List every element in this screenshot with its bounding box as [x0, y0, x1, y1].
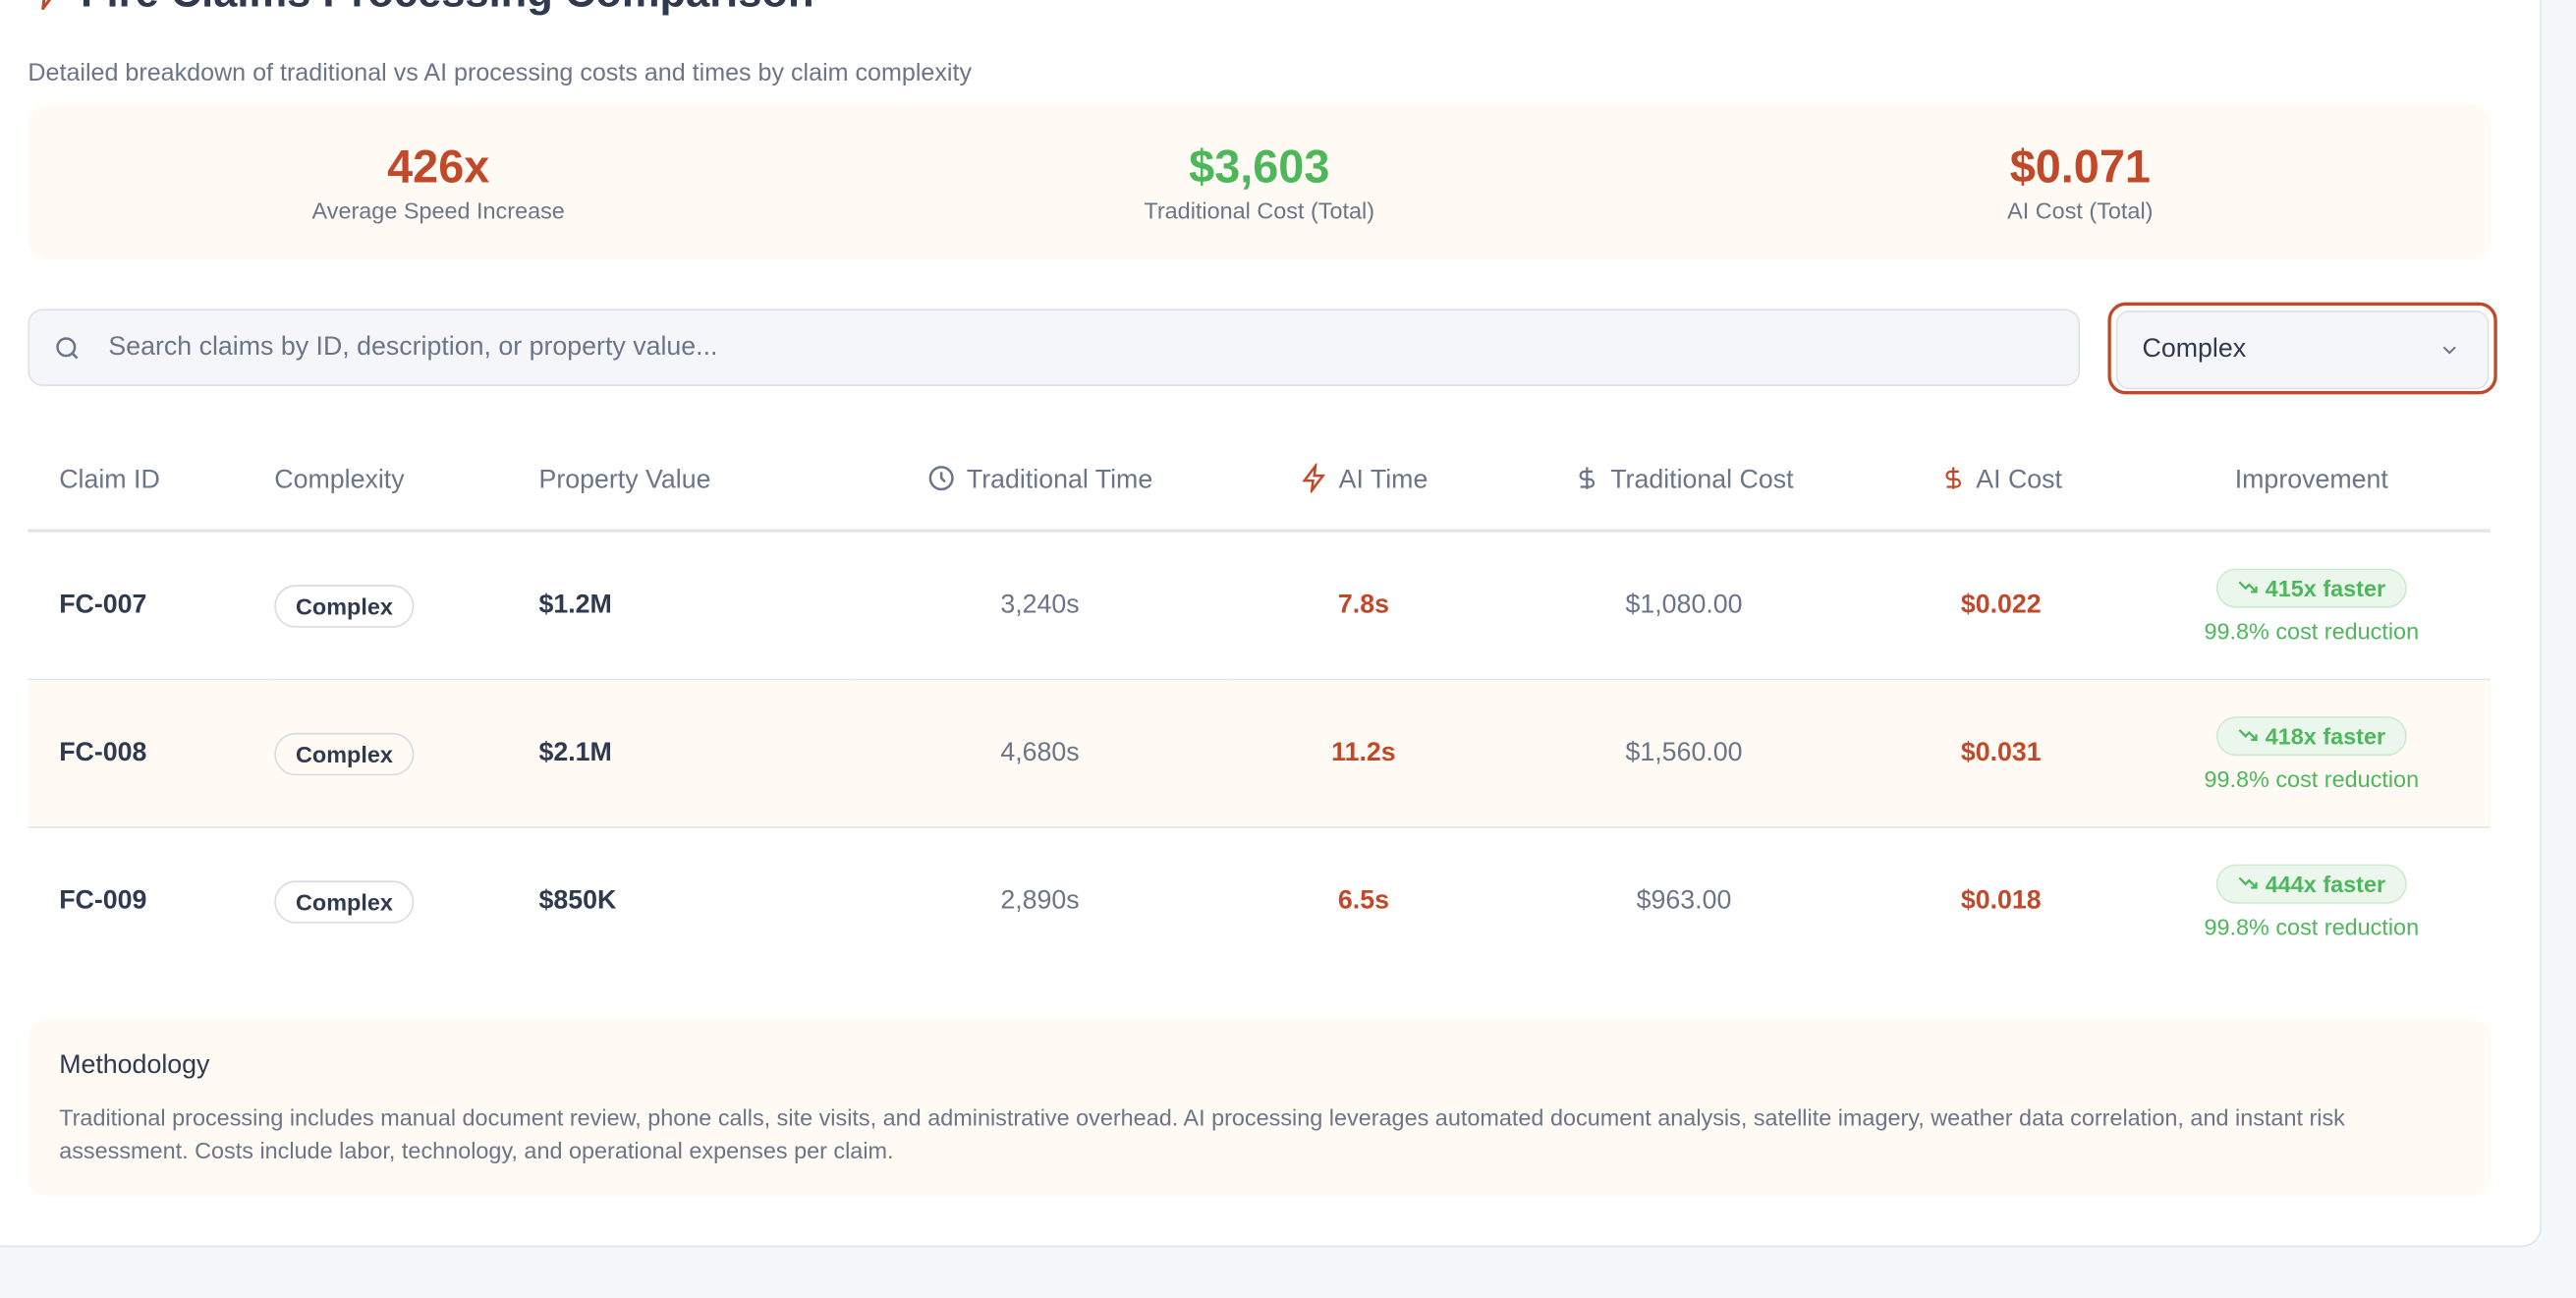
claims-table: Claim ID Complexity Property Value Tradi…	[28, 433, 2492, 975]
summary-stats: 426x Average Speed Increase $3,603 Traditi…	[28, 105, 2492, 260]
property-value: $1.2M	[538, 531, 852, 681]
header-label: Traditional Time	[966, 466, 1153, 494]
traditional-cost: $1,080.00	[1498, 531, 1870, 681]
traditional-time: 2,890s	[1000, 886, 1080, 915]
claim-id: FC-009	[59, 886, 147, 915]
speed-text: 415x faster	[2265, 574, 2386, 601]
header-traditional-cost[interactable]: Traditional Cost	[1498, 433, 1870, 533]
stat-ai-cost: $0.071 AI Cost (Total)	[1670, 105, 2492, 259]
methodology-box: Methodology Traditional processing inclu…	[28, 1018, 2492, 1197]
claim-id: FC-008	[28, 679, 275, 828]
improvement-cell: 444x faster 99.8% cost reduction	[2133, 827, 2492, 975]
improvement-cell: 415x faster 99.8% cost reduction	[2132, 531, 2492, 681]
stat-traditional-cost: $3,603 Traditional Cost (Total)	[849, 105, 1670, 259]
lightning-icon	[1302, 460, 1325, 494]
traditional-time: 4,680s	[851, 679, 1229, 828]
trending-down-icon	[2238, 875, 2258, 888]
lightning-icon	[41, 0, 51, 10]
search-box[interactable]	[28, 309, 2081, 386]
header-claim-id[interactable]: Claim ID	[28, 433, 275, 533]
table-row[interactable]: FC-009 Complex $850K 2,890s 6.5s $963.00…	[28, 827, 2491, 975]
property-value: $2.1M	[538, 679, 852, 828]
complexity-badge: Complex	[274, 584, 415, 627]
table-row[interactable]: FC-008 Complex $2.1M 4,680s 11.2s $1,560…	[28, 679, 2492, 828]
trending-down-icon	[2238, 580, 2258, 593]
complexity-badge: Complex	[274, 879, 415, 923]
header-label: AI Time	[1338, 466, 1428, 494]
stat-label: AI Cost (Total)	[2007, 197, 2154, 224]
table-row[interactable]: FC-007 Complex $1.2M 3,240s 7.8s $1,080.…	[28, 531, 2492, 681]
ai-cost: $0.018	[1960, 886, 2042, 915]
header-improvement[interactable]: Improvement	[2132, 433, 2492, 533]
stat-value: $3,603	[1189, 141, 1330, 193]
dollar-icon	[1945, 466, 1961, 488]
cost-reduction: 99.8% cost reduction	[2204, 616, 2420, 644]
stat-value: 426x	[387, 141, 490, 193]
traditional-time: 3,240s	[851, 531, 1229, 681]
header-complexity[interactable]: Complexity	[274, 433, 539, 533]
ai-time: 6.5s	[1337, 886, 1389, 915]
header-label: Traditional Cost	[1610, 466, 1794, 494]
trending-down-icon	[2238, 728, 2258, 741]
methodology-title: Methodology	[59, 1051, 210, 1080]
ai-cost: $0.031	[1869, 679, 2133, 828]
search-icon	[56, 336, 79, 359]
table-header: Claim ID Complexity Property Value Tradi…	[28, 433, 2492, 533]
stat-label: Traditional Cost (Total)	[1144, 197, 1375, 224]
speed-badge: 415x faster	[2215, 567, 2407, 607]
header-ai-cost[interactable]: AI Cost	[1869, 433, 2133, 533]
search-input[interactable]	[105, 330, 2001, 365]
ai-cost: $0.022	[1869, 531, 2133, 681]
page-title: Fire Claims Processing Comparison	[28, 0, 814, 18]
claim-id: FC-007	[28, 531, 275, 681]
complexity-cell: Complex	[274, 531, 539, 681]
stat-value: $0.071	[2009, 141, 2151, 193]
speed-badge: 418x faster	[2215, 715, 2407, 756]
title-text: Fire Claims Processing Comparison	[81, 0, 814, 18]
stat-label: Average Speed Increase	[311, 197, 565, 224]
speed-text: 418x faster	[2265, 721, 2386, 749]
header-label: AI Cost	[1976, 466, 2063, 494]
complexity-cell: Complex	[274, 827, 538, 975]
stat-speed: 426x Average Speed Increase	[28, 105, 849, 259]
header-traditional-time[interactable]: Traditional Time	[851, 433, 1229, 533]
cost-reduction: 99.8% cost reduction	[2204, 912, 2420, 939]
clock-icon	[929, 465, 955, 490]
cost-reduction: 99.8% cost reduction	[2204, 764, 2420, 792]
dollar-icon	[1580, 466, 1596, 488]
ai-time: 11.2s	[1228, 679, 1499, 828]
methodology-text: Traditional processing includes manual d…	[59, 1103, 2345, 1163]
speed-text: 444x faster	[2265, 870, 2386, 897]
subtitle: Detailed breakdown of traditional vs AI …	[28, 59, 973, 87]
property-value: $850K	[538, 886, 617, 915]
complexity-badge: Complex	[274, 731, 415, 775]
complexity-select[interactable]: Complex	[2107, 302, 2497, 395]
header-property-value[interactable]: Property Value	[538, 433, 852, 533]
traditional-cost: $963.00	[1636, 886, 1732, 915]
traditional-cost: $1,560.00	[1498, 679, 1870, 828]
speed-badge: 444x faster	[2215, 863, 2407, 903]
chevron-down-icon	[2442, 346, 2456, 355]
complexity-cell: Complex	[274, 679, 539, 828]
ai-time: 7.8s	[1228, 531, 1499, 681]
improvement-cell: 418x faster 99.8% cost reduction	[2132, 679, 2492, 828]
header-ai-time[interactable]: AI Time	[1228, 433, 1499, 533]
select-value: Complex	[2142, 335, 2247, 364]
